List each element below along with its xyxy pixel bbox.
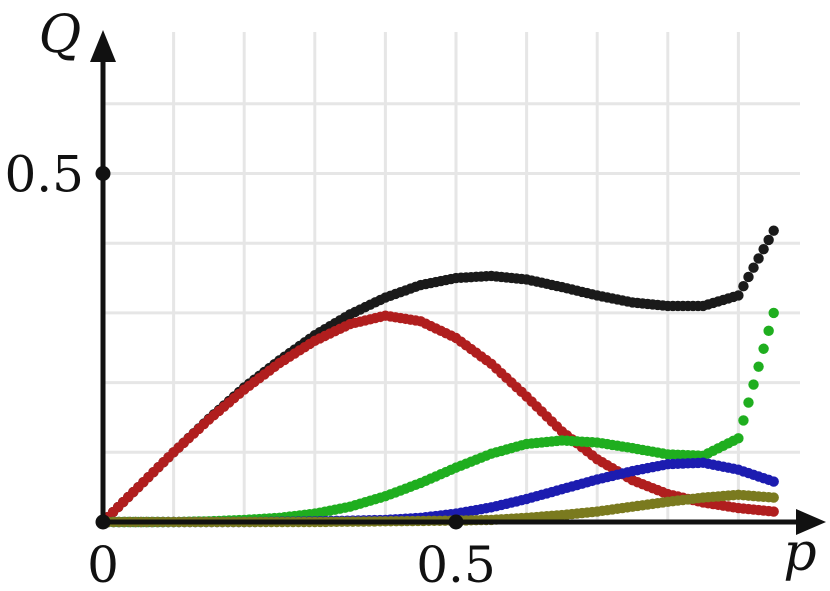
series-3-point xyxy=(753,361,764,372)
series-1-point xyxy=(758,243,769,255)
series-3-point xyxy=(733,433,744,444)
series-4-point xyxy=(768,476,779,487)
series-3-point xyxy=(748,379,759,390)
series-3-point xyxy=(763,325,774,337)
series-1-point xyxy=(733,290,744,301)
y-axis-title: Q xyxy=(39,5,82,65)
series-2-point xyxy=(768,506,779,517)
y-axis-arrow xyxy=(90,30,116,62)
series-1-point xyxy=(763,234,774,246)
series-1-point xyxy=(738,281,749,292)
series-1-point xyxy=(753,253,764,264)
x-tick-dot xyxy=(448,514,464,530)
y-tick-dot xyxy=(95,166,111,181)
x-tick-label: 0.5 xyxy=(416,536,496,591)
x-axis-arrow xyxy=(796,509,826,535)
origin-dot xyxy=(95,514,111,530)
series-3-point xyxy=(758,343,769,354)
series-1-point xyxy=(748,262,759,273)
series-1-point xyxy=(768,225,779,236)
x-axis-title: p xyxy=(783,523,816,583)
y-tick-label: 0.5 xyxy=(4,146,84,204)
series-layer xyxy=(97,225,779,528)
series-3-point xyxy=(738,415,749,426)
tick-layer: 0 0.5 0.5 xyxy=(4,146,495,591)
series-1-point xyxy=(743,271,754,283)
series-3-point xyxy=(768,307,779,319)
series-5-point xyxy=(768,492,779,503)
x-tick-label: 0 xyxy=(87,536,119,591)
series-3-point xyxy=(743,397,754,408)
series-2 xyxy=(97,310,779,528)
series-1 xyxy=(97,225,779,528)
